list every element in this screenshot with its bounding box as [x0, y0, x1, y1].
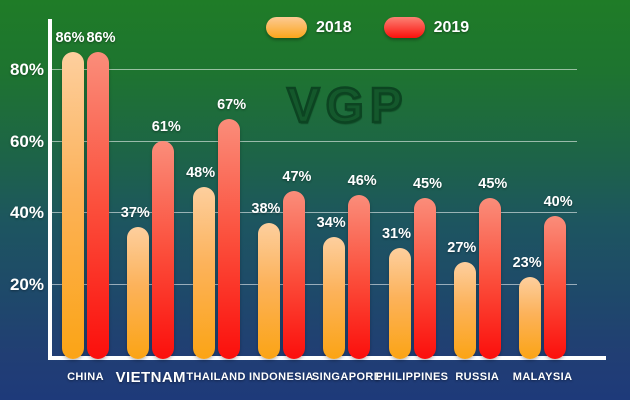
legend-swatch-2019 — [383, 17, 425, 38]
bar-group-vietnam: 37% 61% — [121, 18, 181, 359]
bar-russia-2019 — [478, 198, 501, 359]
bar-value-label-indonesia-2018: 38% — [251, 201, 281, 218]
bar-value-label-thailand-2018: 48% — [186, 165, 216, 182]
bar-malaysia-2019 — [544, 216, 567, 359]
bar-thailand-2018 — [192, 187, 215, 359]
bar-malaysia-2018 — [519, 276, 542, 359]
y-tick-label-40: 40% — [9, 203, 44, 222]
bar-value-label-china-2018: 86% — [55, 29, 85, 46]
bar-philippines-2019 — [413, 198, 436, 359]
x-category-label-malaysia: MALAYSIA — [512, 371, 573, 383]
bar-value-label-russia-2018: 27% — [447, 240, 477, 257]
bar-value-label-russia-2019: 45% — [478, 176, 508, 193]
y-tick-label-80: 80% — [9, 60, 44, 79]
bar-value-label-vietnam-2019: 61% — [151, 118, 181, 135]
bar-russia-2018 — [453, 262, 476, 359]
bar-group-indonesia: 38% 47% — [251, 18, 311, 359]
y-tick-label-60: 60% — [9, 131, 44, 151]
vgp-logo-watermark: VGP — [286, 79, 409, 133]
bar-thailand-2019 — [217, 119, 240, 359]
bar-value-label-singapore-2018: 34% — [316, 215, 346, 232]
bar-vietnam-2019 — [152, 140, 175, 359]
bar-group-china: 86% 86% — [55, 18, 116, 359]
x-category-label-vietnam: VIETNAM — [115, 369, 186, 386]
bar-group-russia: 27% 45% — [447, 18, 507, 359]
legend-swatch-2018 — [266, 17, 307, 38]
bar-value-label-philippines-2019: 45% — [412, 176, 443, 193]
bar-value-label-china-2019: 86% — [86, 29, 116, 46]
bar-value-label-indonesia-2019: 47% — [282, 168, 312, 185]
x-category-label-china: CHINA — [67, 371, 104, 383]
bar-china-2019 — [87, 51, 109, 359]
bar-philippines-2018 — [388, 248, 411, 359]
bar-indonesia-2019 — [282, 190, 305, 359]
bar-indonesia-2018 — [257, 223, 280, 359]
bar-singapore-2018 — [323, 237, 346, 359]
x-category-label-indonesia: INDONESIA — [249, 371, 314, 383]
y-axis-line — [48, 19, 52, 358]
bar-group-singapore: 34% 46% — [317, 18, 377, 359]
grid-line-20 — [50, 283, 577, 285]
bar-group-philippines: 31% 45% — [382, 18, 442, 359]
legend-item-2019: 2019 — [383, 17, 470, 38]
bar-group-thailand: 48% 67% — [186, 18, 246, 359]
grid-line-40 — [50, 212, 577, 213]
bar-value-label-malaysia-2018: 23% — [512, 254, 542, 271]
x-category-label-singapore: SINGAPORE — [311, 371, 382, 383]
plot-area: 86% 86% 37% 61% 48% 67% 38% 47% 34% 46% 31% 45% 27% 4… — [50, 18, 590, 359]
bar-singapore-2019 — [348, 194, 371, 359]
y-tick-label-20: 20% — [9, 274, 44, 294]
x-category-label-thailand: THAILAND — [186, 371, 246, 383]
bar-group-malaysia: 23% 40% — [513, 18, 573, 359]
chart-legend: 2018 2019 — [266, 17, 469, 38]
bar-value-label-thailand-2019: 67% — [217, 97, 247, 114]
legend-item-2018: 2018 — [266, 17, 352, 38]
bar-value-label-philippines-2018: 31% — [381, 226, 412, 243]
x-category-label-russia: RUSSIA — [455, 371, 500, 383]
bar-china-2018 — [62, 51, 84, 359]
bar-value-label-malaysia-2019: 40% — [543, 194, 573, 210]
grid-line-60 — [50, 140, 577, 142]
bar-value-label-vietnam-2018: 37% — [120, 204, 150, 221]
legend-label-2019: 2019 — [433, 18, 470, 36]
legend-label-2018: 2018 — [316, 18, 352, 36]
bar-value-label-singapore-2019: 46% — [347, 172, 377, 189]
x-axis-line — [48, 356, 606, 360]
x-category-label-philippines: PHILIPPINES — [375, 371, 449, 383]
bar-vietnam-2018 — [127, 226, 150, 359]
grid-line-80 — [50, 69, 577, 70]
